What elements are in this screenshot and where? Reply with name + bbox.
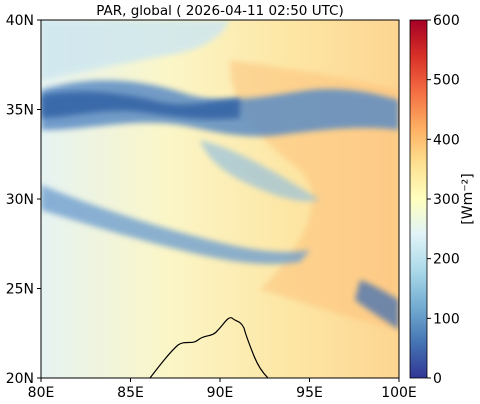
colorbar-tick-label: 300 xyxy=(433,192,460,208)
colorbar-tick-label: 100 xyxy=(433,311,460,327)
colorbar-label: [Wm⁻²] xyxy=(460,173,476,224)
figure-title: PAR, global ( 2026-04-11 02:50 UTC) xyxy=(96,3,343,19)
colorbar xyxy=(410,20,427,378)
y-tick-label: 40N xyxy=(6,13,34,29)
y-tick-label: 30N xyxy=(6,192,34,208)
x-tick-label: 90E xyxy=(207,385,234,401)
colorbar-tick-label: 200 xyxy=(433,252,460,268)
y-tick-label: 35N xyxy=(6,103,34,119)
x-tick-label: 100E xyxy=(381,385,417,401)
map-haze-region xyxy=(41,20,230,80)
coastline xyxy=(149,317,269,378)
x-axis: 80E 85E 90E 95E 100E xyxy=(28,378,417,401)
map-cloud-patch-central xyxy=(200,140,320,202)
y-axis: 20N 25N 30N 35N 40N xyxy=(6,13,41,387)
colorbar-tick-label: 500 xyxy=(433,73,460,89)
map-cloud-band-himalaya xyxy=(41,185,310,265)
x-tick-label: 85E xyxy=(117,385,144,401)
y-tick-label: 20N xyxy=(6,371,34,387)
map-cloud-core-north xyxy=(41,91,240,120)
x-tick-label: 80E xyxy=(28,385,55,401)
y-tick-label: 25N xyxy=(6,282,34,298)
x-tick-label: 95E xyxy=(296,385,323,401)
colorbar-tick-label: 0 xyxy=(433,371,442,387)
colorbar-tick-label: 400 xyxy=(433,132,460,148)
map-cloud-patch-east xyxy=(355,280,399,330)
map-panel xyxy=(41,20,399,378)
colorbar-ticks: 0 100 200 300 400 500 600 xyxy=(427,13,460,387)
colorbar-tick-label: 600 xyxy=(433,13,460,29)
